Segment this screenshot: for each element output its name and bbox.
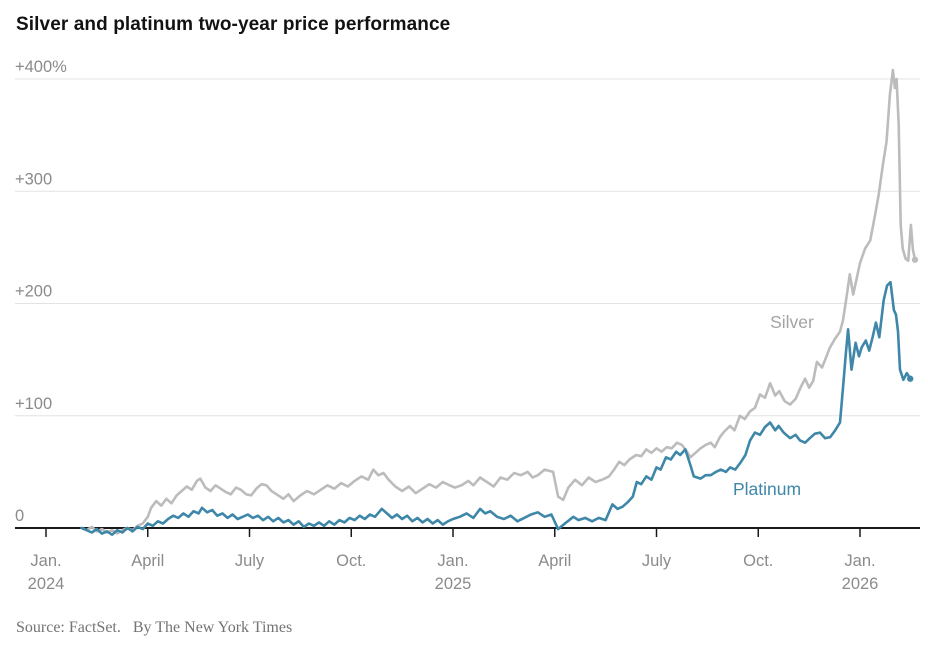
x-tick-label: July <box>642 552 672 570</box>
platinum-line-series <box>80 280 912 537</box>
x-tick-label: Jan. <box>437 552 468 570</box>
x-tick-year-label: 2024 <box>28 575 65 593</box>
platinum-series-label: Platinum <box>733 479 801 499</box>
byline-text: By The New York Times <box>132 619 293 636</box>
chart-title: Silver and platinum two-year price perfo… <box>16 14 451 35</box>
chart-canvas: +400% +300 +200 +100 0 Jan. 2024 April July Oct. J… <box>15 58 920 593</box>
x-tick-year-label: 2026 <box>842 575 879 593</box>
x-tick-label: July <box>235 552 265 570</box>
y-tick-label: +400% <box>15 58 67 76</box>
x-tick-label: Oct. <box>336 552 366 570</box>
source-text: Source: FactSet. <box>16 619 121 636</box>
x-tick-label: Jan. <box>844 552 875 570</box>
platinum-endpoint-dot <box>907 375 914 382</box>
y-tick-label: +100 <box>15 395 52 413</box>
y-tick-label: +300 <box>15 170 52 188</box>
x-tick-label: Jan. <box>30 552 61 570</box>
silver-series-label: Silver <box>770 312 814 332</box>
y-tick-label: +200 <box>15 283 52 301</box>
x-tick-label: April <box>131 552 164 570</box>
silver-endpoint-dot <box>911 256 919 263</box>
y-tick-label: 0 <box>15 507 24 525</box>
silver-line-series <box>80 68 917 535</box>
x-tick-label: April <box>538 552 571 570</box>
source-row: Source: FactSet. By The New York Times <box>16 619 292 637</box>
x-tick-label: Oct. <box>743 552 773 570</box>
x-tick-year-label: 2025 <box>435 575 472 593</box>
